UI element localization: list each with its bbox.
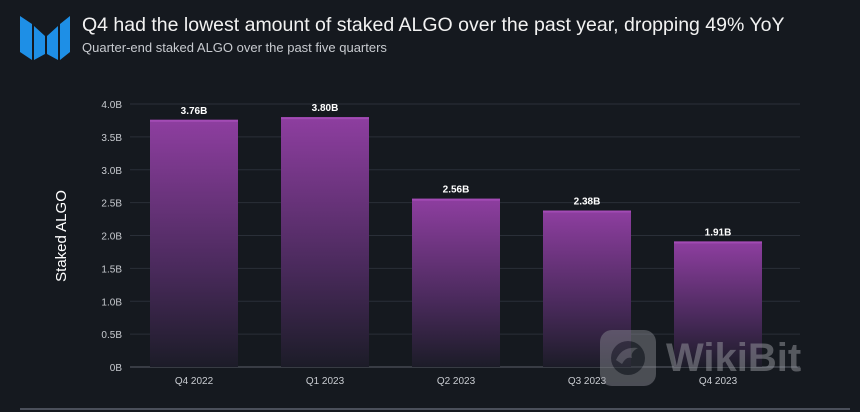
data-label: 3.80B: [312, 103, 339, 114]
data-label: 2.56B: [443, 185, 470, 196]
x-tick-label: Q4 2022: [175, 376, 214, 387]
y-tick-label: 1.0B: [101, 297, 122, 308]
y-tick-label: 2.5B: [101, 199, 122, 210]
y-tick-label: 3.0B: [101, 166, 122, 177]
chart-title: Q4 had the lowest amount of staked ALGO …: [82, 14, 785, 36]
y-tick-label: 2.0B: [101, 232, 122, 243]
bar-top: [674, 241, 762, 244]
y-tick-label: 0B: [110, 363, 123, 374]
data-label: 3.76B: [181, 106, 208, 117]
chart-subtitle: Quarter-end staked ALGO over the past fi…: [82, 40, 387, 55]
x-tick-label: Q4 2023: [699, 376, 738, 387]
bar: [281, 117, 369, 368]
company-logo: [20, 16, 70, 60]
bar-top: [281, 117, 369, 120]
y-tick-label: 1.5B: [101, 264, 122, 275]
bar-top: [150, 119, 238, 122]
bar-top: [543, 210, 631, 213]
y-axis-label: Staked ALGO: [53, 190, 70, 282]
data-label: 2.38B: [574, 197, 601, 208]
bar-top: [412, 198, 500, 201]
data-label: 1.91B: [705, 227, 732, 238]
x-tick-label: Q3 2023: [568, 376, 607, 387]
bar: [412, 198, 500, 367]
bar: [674, 241, 762, 367]
watermark: WikiBit: [600, 330, 801, 386]
y-tick-label: 3.5B: [101, 133, 122, 144]
watermark-text: WikiBit: [666, 335, 802, 380]
y-tick-label: 4.0B: [101, 100, 122, 111]
bar: [543, 210, 631, 367]
bar: [150, 119, 238, 367]
x-tick-label: Q2 2023: [437, 376, 476, 387]
y-tick-label: 0.5B: [101, 330, 122, 341]
eagle-logo-icon: [600, 330, 656, 386]
x-tick-label: Q1 2023: [306, 376, 345, 387]
